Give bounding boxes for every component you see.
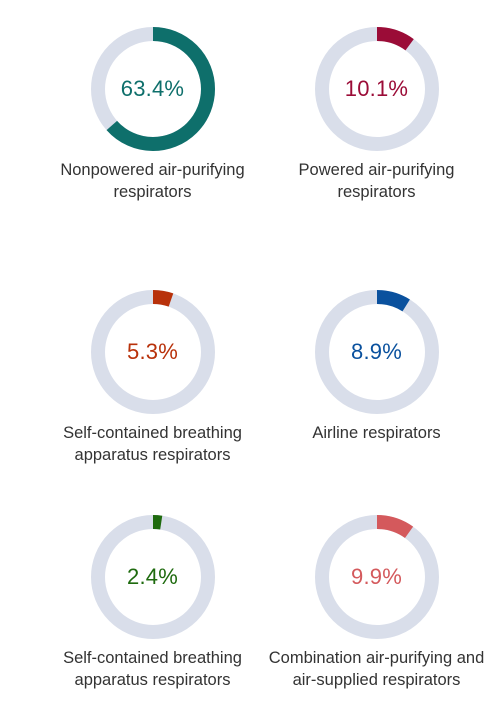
donut-tile-nonpowered: 63.4% Nonpowered air-purifying respirato…	[40, 26, 265, 216]
percentage-value: 8.9%	[351, 339, 402, 364]
donut-value-arc	[90, 515, 215, 639]
donut-tile-scba-2: 2.4% Self-contained breathing apparatus …	[40, 514, 265, 704]
category-label: Powered air-purifying respirators	[298, 161, 455, 201]
percentage-value: 2.4%	[127, 564, 178, 589]
donut-svg	[314, 27, 439, 151]
category-label: Combination air-purifying and air-suppli…	[268, 649, 485, 689]
donut-svg	[90, 290, 215, 414]
donut-chart	[90, 26, 216, 152]
donut-chart	[314, 26, 440, 152]
percentage-value: 63.4%	[120, 76, 185, 101]
category-label: Nonpowered air-purifying respirators	[60, 161, 245, 201]
category-label: Self-contained breathing apparatus respi…	[63, 424, 242, 464]
donut-svg	[314, 515, 439, 639]
donut-chart	[90, 289, 216, 415]
donut-svg	[90, 27, 215, 151]
category-label: Self-contained breathing apparatus respi…	[63, 649, 242, 689]
donut-value-arc	[314, 27, 439, 151]
donut-svg	[90, 515, 215, 639]
donut-chart	[90, 514, 216, 640]
donut-chart	[314, 514, 440, 640]
category-label: Airline respirators	[312, 424, 441, 442]
donut-tile-scba-1: 5.3% Self-contained breathing apparatus …	[40, 289, 265, 479]
donut-value-arc	[314, 290, 439, 414]
donut-tile-airline: 8.9% Airline respirators	[264, 289, 489, 479]
percentage-value: 9.9%	[351, 564, 402, 589]
donut-tile-powered: 10.1% Powered air-purifying respirators	[264, 26, 489, 216]
donut-value-arc	[314, 515, 439, 639]
percentage-value: 10.1%	[344, 76, 409, 101]
donut-svg	[314, 290, 439, 414]
donut-chart	[314, 289, 440, 415]
percentage-value: 5.3%	[127, 339, 178, 364]
donut-value-arc	[90, 290, 215, 414]
donut-value-arc	[90, 27, 215, 151]
donut-tile-combination: 9.9% Combination air-purifying and air-s…	[264, 514, 489, 704]
